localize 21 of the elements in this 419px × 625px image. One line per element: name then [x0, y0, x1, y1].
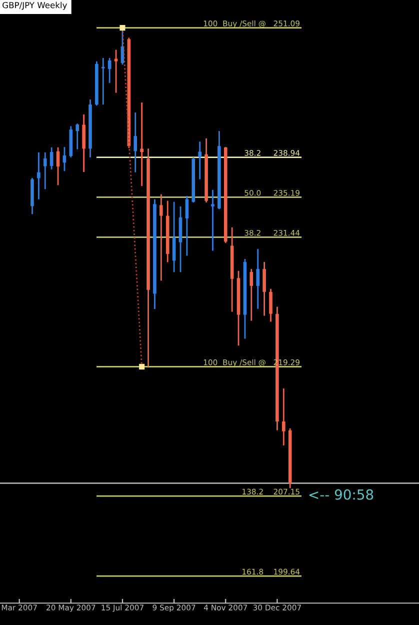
candlestick: [159, 194, 163, 282]
candlestick: [250, 268, 254, 322]
annotation: <-- 90:58: [309, 489, 374, 500]
candlestick: [262, 261, 266, 316]
candlestick: [256, 248, 260, 310]
candlestick: [185, 195, 189, 256]
candlestick: [198, 140, 202, 180]
candlestick: [101, 57, 105, 106]
candlestick: [108, 57, 112, 84]
candlestick: [50, 146, 54, 170]
candlestick: [43, 152, 47, 190]
candlestick: [140, 102, 144, 187]
candlestick: [76, 122, 80, 150]
candlestick: [282, 388, 286, 446]
candlestick: [211, 189, 214, 252]
candlestick: [37, 152, 40, 200]
candlestick: [114, 49, 118, 94]
candlestick: [269, 288, 272, 322]
candlestick: [82, 114, 86, 173]
candlestick: [134, 112, 138, 173]
chart-title: GBP/JPY Weekly: [2, 2, 67, 10]
